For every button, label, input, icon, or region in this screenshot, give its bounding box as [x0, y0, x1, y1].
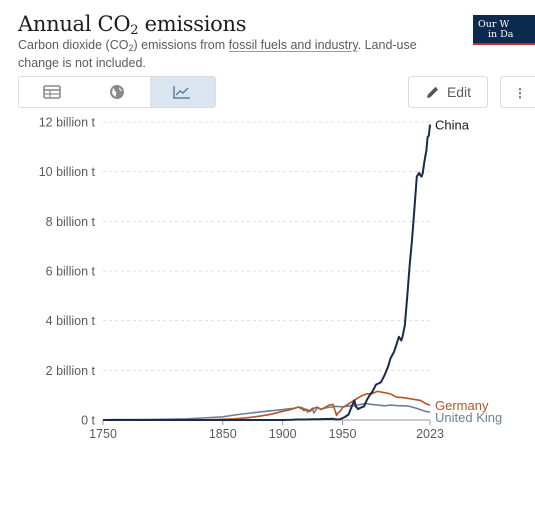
- view-tabs: [18, 76, 216, 108]
- table-icon: [42, 85, 61, 99]
- logo-line-1: Our W: [478, 19, 510, 30]
- tab-map[interactable]: [84, 77, 149, 107]
- y-tick-label: 4 billion t: [46, 314, 96, 328]
- y-tick-label: 8 billion t: [46, 215, 96, 229]
- fossil-fuels-link[interactable]: fossil fuels and industry: [228, 38, 358, 52]
- owid-logo[interactable]: Our W in Da: [473, 15, 535, 45]
- x-tick-label: 1900: [269, 427, 297, 441]
- y-tick-label: 10 billion t: [39, 165, 96, 179]
- edit-button[interactable]: Edit: [408, 76, 488, 108]
- series-line-germany[interactable]: [103, 390, 431, 421]
- tab-table[interactable]: [19, 77, 84, 107]
- series-label-china: China: [435, 117, 470, 132]
- chart-title: Annual CO2 emissions: [18, 12, 247, 38]
- x-tick-label: 1950: [329, 427, 357, 441]
- y-tick-label: 2 billion t: [46, 364, 96, 378]
- x-tick-label: 1750: [89, 427, 117, 441]
- chart-series: [102, 124, 431, 421]
- chart-axes: 0 t 2 billion t 4 billion t 6 billion t 8 bi…: [39, 116, 444, 442]
- chart-gridlines: [103, 121, 430, 371]
- more-icon: ⋮: [514, 86, 526, 100]
- series-label-united-kingdom: United King: [435, 410, 502, 425]
- series-label-germany: Germany: [435, 398, 489, 413]
- series-line-united-kingdom[interactable]: [102, 402, 431, 421]
- x-tick-label: 2023: [416, 427, 444, 441]
- tab-chart[interactable]: [149, 77, 215, 107]
- y-tick-label: 6 billion t: [46, 265, 96, 279]
- pencil-icon: [426, 86, 439, 98]
- y-tick-label: 0 t: [81, 414, 95, 428]
- y-tick-label: 12 billion t: [39, 116, 96, 130]
- chart-subtitle: Carbon dioxide (CO2) emissions from foss…: [18, 38, 417, 70]
- x-tick-label: 1850: [209, 427, 237, 441]
- logo-accent-bar: [473, 43, 535, 45]
- logo-line-2: in Da: [488, 29, 514, 40]
- globe-icon: [109, 85, 124, 99]
- series-line-china[interactable]: [103, 124, 431, 421]
- line-chart-icon: [173, 86, 191, 99]
- edit-button-label: Edit: [446, 84, 472, 100]
- more-button[interactable]: ⋮: [500, 76, 535, 108]
